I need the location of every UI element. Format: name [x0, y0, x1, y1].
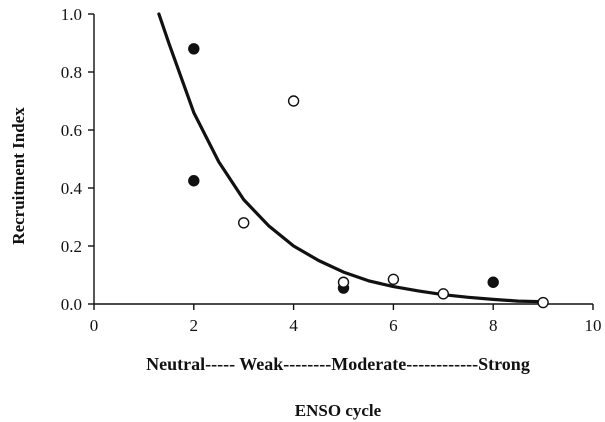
y-axis-title: Recruitment Index	[9, 107, 28, 245]
x-tick-label: 4	[289, 316, 298, 335]
x-tick-label: 8	[489, 316, 498, 335]
y-tick-label: 0.2	[61, 237, 82, 256]
open-data-point	[237, 217, 250, 229]
y-ticks: 0.0 0.2 0.4 0.6 0.8 1.0	[61, 5, 94, 314]
x-axis-title: ENSO cycle	[295, 401, 382, 420]
fitted-curve	[157, 12, 545, 304]
filled-data-point	[487, 276, 499, 288]
y-tick-label: 0.6	[61, 121, 82, 140]
y-tick-label: 0.8	[61, 63, 82, 82]
enso-category-scale: Neutral----- Weak--------Moderate-------…	[146, 354, 530, 374]
open-data-point	[537, 296, 549, 309]
open-data-point	[437, 288, 449, 300]
filled-data-point	[188, 43, 200, 55]
open-data-point	[337, 276, 350, 288]
open-data-point	[387, 273, 400, 286]
fit-curve-layer	[157, 12, 545, 304]
x-tick-label: 6	[389, 316, 398, 335]
x-tick-label: 10	[585, 316, 602, 335]
y-tick-label: 0.0	[61, 295, 82, 314]
open-data-point	[287, 95, 300, 107]
x-tick-label: 2	[190, 316, 199, 335]
x-tick-label: 0	[90, 316, 99, 335]
data-points-layer	[188, 43, 549, 309]
y-tick-label: 1.0	[61, 5, 82, 24]
filled-data-point	[188, 175, 200, 187]
y-tick-label: 0.4	[61, 179, 83, 198]
x-ticks: 0 2 4 6 8 10	[90, 304, 602, 335]
axes	[93, 14, 593, 305]
